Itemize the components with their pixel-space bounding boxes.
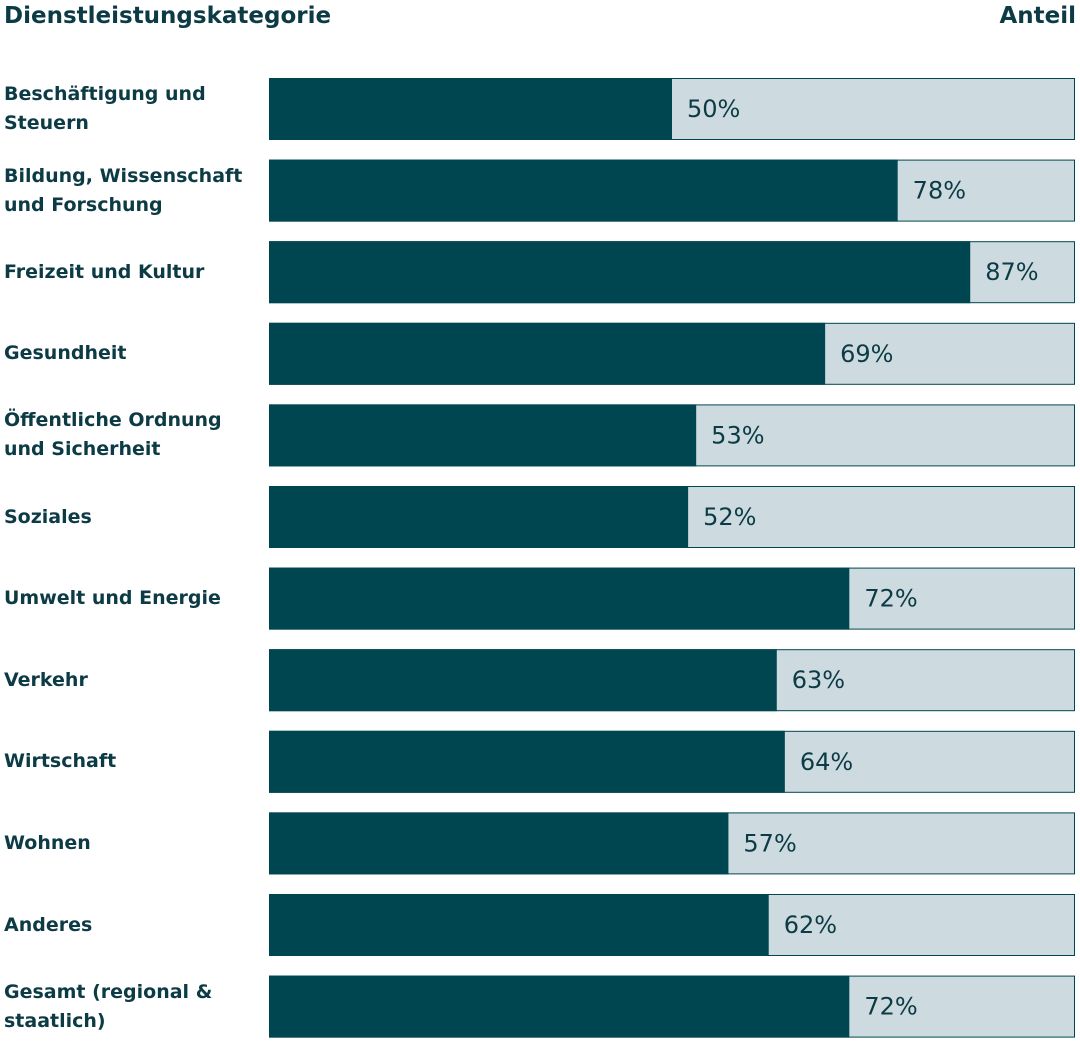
value-label: 50% — [687, 95, 740, 123]
bar — [269, 567, 850, 630]
value-label: 69% — [840, 340, 893, 368]
value-label: 87% — [985, 258, 1038, 286]
category-label: Öffentliche Ordnung und Sicherheit — [4, 409, 222, 461]
category-label: Umwelt und Energie — [4, 587, 221, 610]
category-label: Gesamt (regional & staatlich) — [4, 980, 213, 1032]
bar — [269, 78, 672, 140]
category-label: Wirtschaft — [4, 750, 117, 773]
bar — [269, 404, 697, 467]
bar — [269, 649, 777, 712]
category-label: Freizeit und Kultur — [4, 260, 205, 283]
value-header: Anteil — [999, 3, 1076, 29]
value-label: 72% — [864, 993, 917, 1021]
category-header: Dienstleistungskategorie — [4, 3, 332, 29]
category-label: Beschäftigung und Steuern — [4, 83, 206, 134]
bar — [269, 159, 898, 222]
category-label: Soziales — [4, 505, 92, 528]
category-label: Gesundheit — [4, 342, 127, 365]
bar — [269, 812, 729, 875]
bar — [269, 322, 826, 385]
bar — [269, 486, 689, 548]
bar — [269, 894, 769, 956]
bar — [269, 730, 785, 793]
category-label: Wohnen — [4, 831, 91, 854]
value-label: 72% — [864, 585, 917, 613]
value-label: 63% — [792, 666, 845, 694]
bar — [269, 241, 971, 304]
value-label: 78% — [913, 177, 966, 205]
value-label: 64% — [800, 748, 853, 776]
value-label: 52% — [703, 503, 756, 531]
category-label: Verkehr — [4, 668, 88, 691]
value-label: 57% — [743, 829, 796, 857]
value-label: 62% — [784, 911, 837, 939]
bar — [269, 975, 850, 1038]
category-label: Bildung, Wissenschaft und Forschung — [4, 164, 243, 216]
category-label: Anderes — [4, 913, 93, 936]
value-label: 53% — [711, 421, 764, 449]
